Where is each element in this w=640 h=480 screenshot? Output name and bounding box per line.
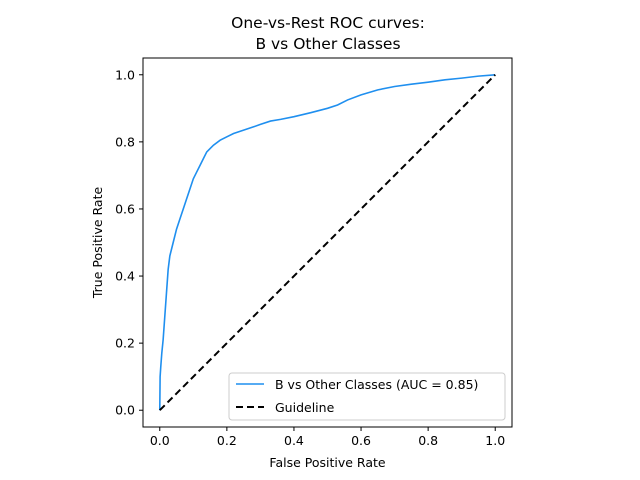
- x-axis-ticks: 0.0 0.2 0.4 0.6 0.8 1.0: [150, 427, 505, 448]
- x-tick-label: 0.0: [150, 433, 170, 448]
- legend-box: [228, 372, 506, 421]
- x-tick-label: 0.2: [217, 433, 237, 448]
- legend: B vs Other Classes (AUC = 0.85) Guidelin…: [228, 372, 506, 421]
- chart-title-line-1: One-vs-Rest ROC curves:: [231, 14, 425, 32]
- y-tick-label: 0.0: [115, 403, 135, 418]
- y-tick-label: 0.2: [115, 336, 135, 351]
- roc-curve: [158, 73, 496, 411]
- legend-label-roc: B vs Other Classes (AUC = 0.85): [275, 377, 478, 392]
- y-tick-label: 1.0: [115, 67, 135, 82]
- x-tick-label: 0.8: [418, 433, 438, 448]
- plot-curves: [158, 73, 496, 411]
- plot-frame: [142, 57, 513, 428]
- y-tick-label: 0.8: [115, 134, 135, 149]
- guideline-curve: [159, 74, 496, 411]
- y-tick-label: 0.6: [115, 201, 135, 216]
- y-axis-ticks: 0.0 0.2 0.4 0.6 0.8 1.0: [115, 67, 143, 418]
- x-tick-label: 0.4: [284, 433, 304, 448]
- x-tick-label: 0.6: [351, 433, 371, 448]
- x-tick-label: 1.0: [485, 433, 505, 448]
- chart-title-line-2: B vs Other Classes: [255, 35, 400, 53]
- x-axis-label: False Positive Rate: [269, 455, 385, 470]
- y-axis-label: True Positive Rate: [90, 187, 105, 300]
- legend-label-guideline: Guideline: [275, 400, 335, 415]
- y-tick-label: 0.4: [115, 269, 135, 284]
